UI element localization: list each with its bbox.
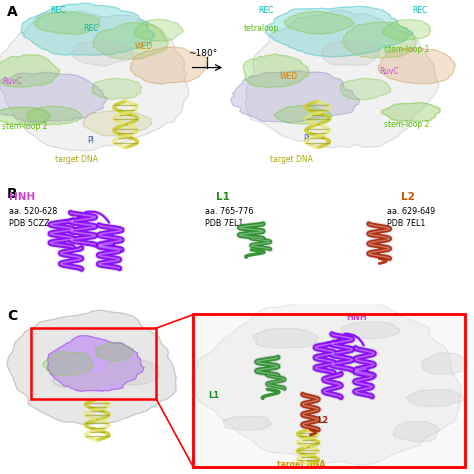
Bar xyxy=(193,314,465,467)
Polygon shape xyxy=(0,107,50,125)
Polygon shape xyxy=(27,106,82,125)
Text: aa. 765-776: aa. 765-776 xyxy=(205,207,254,216)
Text: RuvC: RuvC xyxy=(2,77,22,86)
Polygon shape xyxy=(230,71,359,123)
Text: L2: L2 xyxy=(401,192,414,202)
Text: HNH: HNH xyxy=(9,192,36,202)
Text: RuvC: RuvC xyxy=(379,67,399,75)
Polygon shape xyxy=(341,322,400,339)
Text: target DNA: target DNA xyxy=(270,155,313,164)
Text: L1: L1 xyxy=(209,391,219,400)
Text: C: C xyxy=(7,310,18,323)
Polygon shape xyxy=(52,372,109,389)
Polygon shape xyxy=(92,78,142,100)
Polygon shape xyxy=(43,352,93,375)
Polygon shape xyxy=(321,41,380,65)
Polygon shape xyxy=(0,72,107,122)
Text: PDB 7EL1: PDB 7EL1 xyxy=(205,219,244,228)
Polygon shape xyxy=(274,106,332,124)
Polygon shape xyxy=(265,6,413,57)
Text: WED: WED xyxy=(135,42,153,51)
Text: stem-loop 2: stem-loop 2 xyxy=(384,120,429,129)
Text: PDB 7EL1: PDB 7EL1 xyxy=(387,219,425,228)
Polygon shape xyxy=(0,11,189,151)
Text: REC: REC xyxy=(258,6,273,15)
Text: PDB 5CZZ: PDB 5CZZ xyxy=(9,219,50,228)
Polygon shape xyxy=(130,47,207,84)
Polygon shape xyxy=(284,11,354,34)
Polygon shape xyxy=(383,19,430,40)
Polygon shape xyxy=(35,11,100,35)
Bar xyxy=(31,328,156,399)
Polygon shape xyxy=(340,78,391,100)
Polygon shape xyxy=(342,22,417,58)
Polygon shape xyxy=(135,19,183,41)
Bar xyxy=(193,314,465,467)
Text: L1: L1 xyxy=(216,192,229,202)
Polygon shape xyxy=(378,48,456,84)
Polygon shape xyxy=(93,22,169,59)
Polygon shape xyxy=(95,342,134,361)
Text: stem-loop 1: stem-loop 1 xyxy=(384,46,429,54)
Text: B: B xyxy=(7,186,18,201)
Text: L2: L2 xyxy=(318,416,328,425)
Text: HNH: HNH xyxy=(346,312,367,321)
Text: tetraloop: tetraloop xyxy=(244,24,279,33)
Polygon shape xyxy=(253,328,318,348)
Polygon shape xyxy=(72,40,135,66)
Text: REC: REC xyxy=(412,6,428,15)
Text: PI: PI xyxy=(88,136,95,145)
Polygon shape xyxy=(7,310,176,425)
Text: aa. 629-649: aa. 629-649 xyxy=(387,207,435,216)
Text: A: A xyxy=(7,5,18,19)
Polygon shape xyxy=(406,390,464,406)
Text: stem-loop 2: stem-loop 2 xyxy=(2,122,48,131)
Text: PI: PI xyxy=(303,134,310,143)
Polygon shape xyxy=(105,360,159,385)
Polygon shape xyxy=(83,110,151,136)
Text: target DNA: target DNA xyxy=(277,460,326,469)
Polygon shape xyxy=(421,353,467,374)
Polygon shape xyxy=(223,416,271,430)
Text: REC: REC xyxy=(50,6,65,15)
Text: REC: REC xyxy=(83,24,98,33)
Polygon shape xyxy=(382,103,440,122)
Polygon shape xyxy=(191,301,461,465)
Polygon shape xyxy=(47,336,144,391)
Polygon shape xyxy=(246,10,439,148)
Polygon shape xyxy=(0,55,60,87)
Text: target DNA: target DNA xyxy=(55,155,97,164)
Text: aa. 520-628: aa. 520-628 xyxy=(9,207,58,216)
Text: ~180°: ~180° xyxy=(188,49,218,58)
Polygon shape xyxy=(21,3,155,55)
Polygon shape xyxy=(393,421,439,442)
Text: WED: WED xyxy=(280,72,298,81)
Polygon shape xyxy=(243,54,309,88)
